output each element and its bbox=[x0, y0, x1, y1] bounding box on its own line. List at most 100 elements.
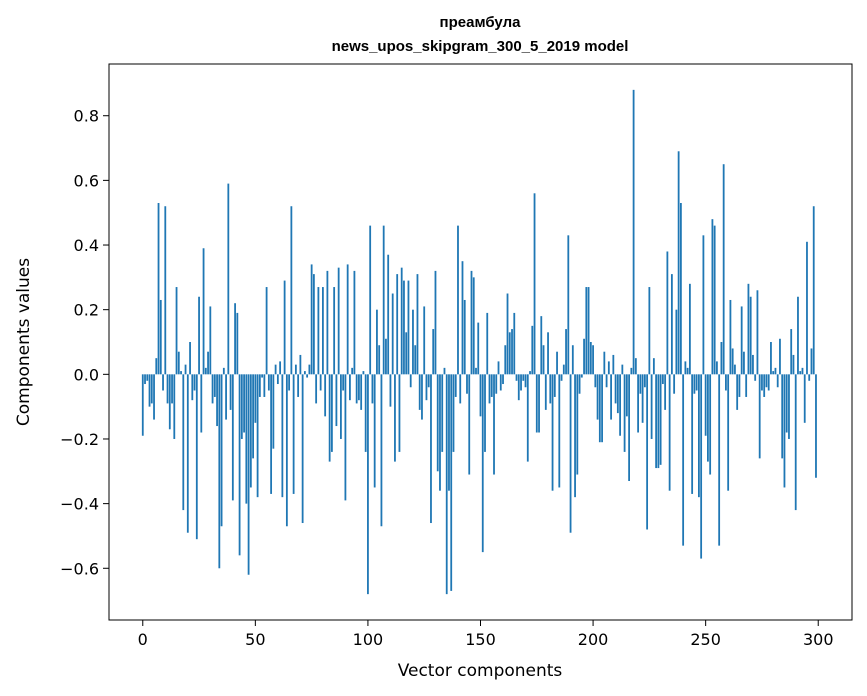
bar-236 bbox=[673, 374, 676, 394]
bar-298 bbox=[812, 206, 815, 375]
bar-26 bbox=[200, 374, 203, 433]
bar-228 bbox=[655, 374, 658, 469]
bar-188 bbox=[565, 329, 567, 375]
bar-90 bbox=[344, 374, 347, 501]
bar-192 bbox=[574, 374, 576, 498]
chart-title: преамбула bbox=[440, 14, 522, 31]
bar-1 bbox=[144, 374, 146, 385]
bar-170 bbox=[524, 374, 527, 388]
bar-62 bbox=[281, 374, 284, 498]
bar-97 bbox=[360, 374, 363, 410]
bar-52 bbox=[258, 374, 261, 397]
bar-3 bbox=[148, 374, 151, 407]
bar-25 bbox=[198, 296, 200, 375]
bar-246 bbox=[695, 374, 698, 391]
x-tick-label: 200 bbox=[578, 630, 609, 649]
bar-140 bbox=[457, 225, 459, 375]
bar-267 bbox=[743, 351, 745, 375]
bar-123 bbox=[418, 374, 421, 410]
bar-40 bbox=[231, 374, 234, 501]
bar-179 bbox=[544, 374, 547, 410]
bar-245 bbox=[693, 374, 696, 394]
bar-206 bbox=[605, 374, 608, 388]
bar-220 bbox=[637, 374, 640, 433]
bar-68 bbox=[294, 364, 297, 375]
bar-251 bbox=[707, 374, 709, 462]
bar-38 bbox=[227, 183, 230, 375]
bar-12 bbox=[168, 374, 171, 430]
bar-126 bbox=[425, 374, 428, 401]
bar-10 bbox=[164, 206, 167, 375]
bar-244 bbox=[691, 374, 694, 494]
bar-44 bbox=[240, 374, 243, 439]
bar-287 bbox=[788, 374, 790, 439]
bar-93 bbox=[351, 367, 354, 375]
bar-71 bbox=[301, 374, 304, 524]
bar-254 bbox=[713, 225, 716, 375]
bar-109 bbox=[387, 254, 390, 375]
bar-15 bbox=[175, 287, 178, 375]
bar-66 bbox=[290, 206, 293, 375]
bar-269 bbox=[747, 283, 750, 375]
x-tick-label: 100 bbox=[353, 630, 384, 649]
bar-283 bbox=[779, 338, 781, 375]
bar-292 bbox=[799, 371, 802, 375]
x-tick-label: 250 bbox=[690, 630, 721, 649]
bar-219 bbox=[634, 358, 637, 375]
bar-46 bbox=[245, 374, 248, 504]
bar-73 bbox=[306, 374, 309, 378]
bar-261 bbox=[729, 299, 732, 375]
bar-41 bbox=[234, 303, 236, 375]
bar-48 bbox=[249, 374, 252, 488]
y-tick-label: 0.8 bbox=[74, 107, 99, 126]
bar-50 bbox=[254, 374, 257, 423]
bar-0 bbox=[141, 374, 144, 436]
bar-234 bbox=[668, 374, 671, 491]
bar-191 bbox=[571, 345, 574, 375]
bar-182 bbox=[551, 374, 554, 491]
bar-226 bbox=[650, 374, 653, 439]
bar-64 bbox=[285, 374, 288, 527]
bar-237 bbox=[675, 309, 678, 375]
bar-280 bbox=[772, 371, 775, 375]
bar-80 bbox=[321, 287, 324, 375]
bar-2 bbox=[146, 374, 149, 381]
bar-148 bbox=[475, 367, 477, 375]
bar-111 bbox=[391, 293, 394, 375]
bar-124 bbox=[421, 374, 423, 420]
bar-143 bbox=[463, 299, 466, 375]
bar-299 bbox=[815, 374, 817, 478]
bar-297 bbox=[810, 348, 813, 375]
bar-242 bbox=[686, 367, 689, 375]
bar-190 bbox=[569, 374, 572, 533]
bar-167 bbox=[517, 374, 520, 401]
bar-31 bbox=[211, 374, 214, 404]
bar-131 bbox=[436, 374, 439, 472]
bar-278 bbox=[767, 374, 770, 391]
bar-70 bbox=[299, 354, 302, 375]
bar-33 bbox=[216, 374, 218, 427]
bar-144 bbox=[466, 374, 468, 394]
bar-250 bbox=[704, 374, 707, 436]
bar-32 bbox=[213, 374, 216, 397]
y-tick-label: 0.4 bbox=[74, 236, 99, 255]
bar-274 bbox=[758, 374, 761, 459]
bar-85 bbox=[333, 287, 336, 375]
bar-193 bbox=[576, 374, 579, 475]
bar-208 bbox=[610, 374, 612, 420]
bar-75 bbox=[310, 264, 313, 375]
bar-195 bbox=[580, 374, 583, 378]
bar-8 bbox=[159, 299, 162, 375]
bar-221 bbox=[639, 374, 642, 394]
bar-104 bbox=[376, 309, 378, 375]
bar-58 bbox=[272, 374, 275, 449]
bar-19 bbox=[184, 364, 187, 375]
bar-72 bbox=[303, 371, 306, 375]
bar-56 bbox=[267, 374, 270, 391]
bar-43 bbox=[238, 374, 241, 556]
bar-282 bbox=[776, 374, 779, 388]
bar-127 bbox=[427, 374, 430, 388]
bar-229 bbox=[657, 374, 660, 469]
bar-275 bbox=[761, 374, 763, 391]
bar-150 bbox=[479, 374, 482, 417]
